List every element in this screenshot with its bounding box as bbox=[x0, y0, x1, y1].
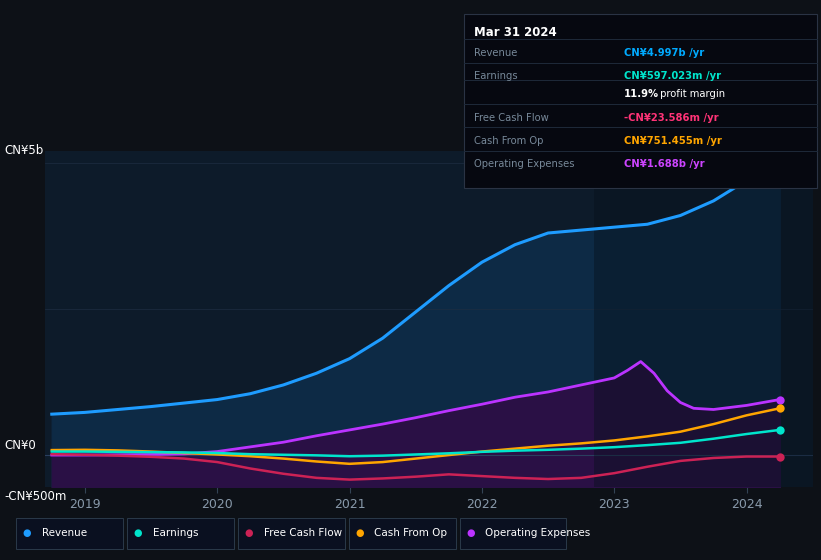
Text: ●: ● bbox=[245, 529, 253, 538]
Text: Mar 31 2024: Mar 31 2024 bbox=[474, 26, 557, 39]
Text: CN¥1.688b /yr: CN¥1.688b /yr bbox=[624, 160, 704, 170]
Text: Revenue: Revenue bbox=[474, 48, 517, 58]
Text: ●: ● bbox=[134, 529, 142, 538]
Text: 11.9%: 11.9% bbox=[624, 89, 659, 99]
Text: Free Cash Flow: Free Cash Flow bbox=[264, 529, 342, 538]
Text: CN¥0: CN¥0 bbox=[4, 439, 36, 452]
Text: CN¥597.023m /yr: CN¥597.023m /yr bbox=[624, 72, 721, 82]
Text: profit margin: profit margin bbox=[657, 89, 725, 99]
Text: ●: ● bbox=[355, 529, 364, 538]
Bar bbox=[594, 151, 813, 487]
Text: CN¥5b: CN¥5b bbox=[4, 144, 44, 157]
Text: Operating Expenses: Operating Expenses bbox=[485, 529, 590, 538]
Text: ●: ● bbox=[466, 529, 475, 538]
Text: ●: ● bbox=[23, 529, 31, 538]
Text: Free Cash Flow: Free Cash Flow bbox=[474, 113, 548, 123]
Text: Cash From Op: Cash From Op bbox=[374, 529, 447, 538]
Text: Operating Expenses: Operating Expenses bbox=[474, 160, 574, 170]
Text: CN¥751.455m /yr: CN¥751.455m /yr bbox=[624, 136, 722, 146]
Text: -CN¥500m: -CN¥500m bbox=[4, 490, 67, 503]
Text: Earnings: Earnings bbox=[474, 72, 517, 82]
Text: CN¥4.997b /yr: CN¥4.997b /yr bbox=[624, 48, 704, 58]
Text: Earnings: Earnings bbox=[153, 529, 198, 538]
Text: Revenue: Revenue bbox=[42, 529, 87, 538]
Text: -CN¥23.586m /yr: -CN¥23.586m /yr bbox=[624, 113, 718, 123]
Text: Cash From Op: Cash From Op bbox=[474, 136, 544, 146]
